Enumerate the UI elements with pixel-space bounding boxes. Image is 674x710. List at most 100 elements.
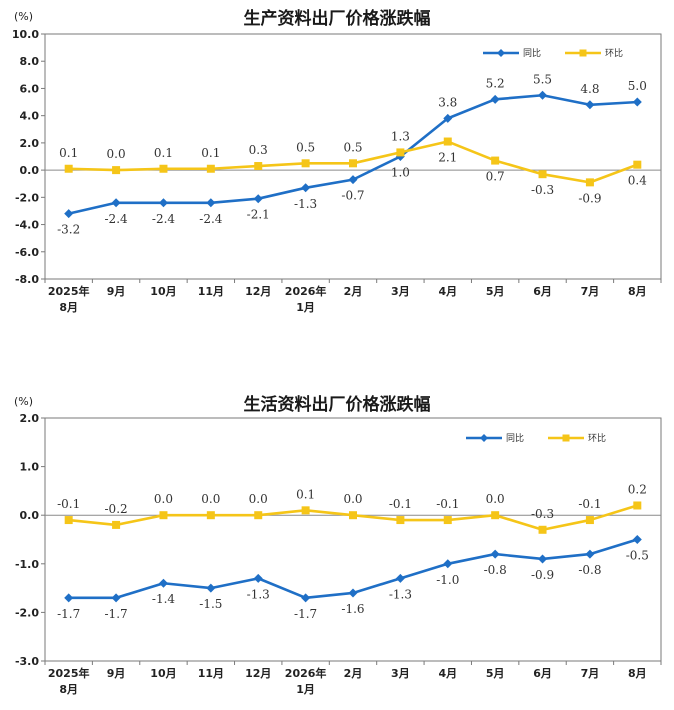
x-tick-label: 9月 — [107, 667, 126, 680]
x-tick-label: 4月 — [438, 667, 457, 680]
data-label: 0.0 — [154, 492, 173, 506]
data-point-diamond — [490, 549, 500, 559]
y-tick-label: 2.0 — [20, 412, 40, 425]
data-label: 5.0 — [628, 79, 647, 93]
legend-label: 同比 — [523, 47, 541, 59]
data-label: -0.1 — [57, 497, 80, 511]
y-tick-label: -1.0 — [15, 558, 39, 571]
y-tick-label: 2.0 — [20, 137, 40, 150]
y-tick-label: 10.0 — [12, 28, 39, 41]
data-label: 0.0 — [107, 147, 126, 161]
data-point-diamond — [490, 94, 500, 104]
data-label: -0.9 — [531, 568, 554, 582]
data-label: -0.3 — [531, 507, 554, 521]
y-tick-label: 0.0 — [20, 164, 40, 177]
data-label: 0.5 — [343, 140, 362, 154]
x-tick-label: 11月 — [198, 667, 224, 680]
data-label: 5.2 — [486, 76, 505, 90]
x-tick-label: 7月 — [581, 667, 600, 680]
data-point-diamond — [443, 559, 453, 569]
legend-diamond-marker — [480, 434, 488, 442]
y-tick-label: 6.0 — [20, 82, 40, 95]
y-tick-label: -6.0 — [15, 246, 39, 259]
data-label: 0.2 — [628, 482, 647, 496]
data-point-square — [301, 159, 310, 168]
data-label: -1.4 — [152, 592, 176, 606]
data-label: 0.1 — [201, 146, 220, 160]
data-point-square — [159, 164, 168, 173]
data-point-diamond — [348, 175, 358, 185]
data-point-diamond — [538, 90, 548, 100]
data-label: -0.7 — [341, 189, 364, 203]
x-tick-label: 2025年 — [48, 284, 90, 298]
data-point-square — [491, 511, 500, 520]
y-tick-label: -4.0 — [15, 219, 39, 232]
data-label: -0.9 — [578, 191, 601, 205]
data-label: 0.0 — [201, 492, 220, 506]
x-tick-label: 9月 — [107, 285, 126, 298]
data-point-square — [585, 178, 594, 187]
y-tick-label: 4.0 — [20, 110, 40, 123]
legend-label: 环比 — [605, 47, 623, 59]
x-tick-label: 12月 — [245, 285, 271, 298]
series-mom: -0.1 -0.2 0.0 0.0 0.0 0.1 0.0 -0.1 -0.1 0.0 -0.3 -0… — [57, 482, 647, 534]
x-tick-label: 4月 — [438, 285, 457, 298]
data-point-square — [301, 506, 310, 515]
legend-label: 同比 — [506, 432, 524, 444]
x-tick-label: 5月 — [486, 285, 505, 298]
data-point-square — [585, 516, 594, 525]
data-point-diamond — [301, 593, 311, 603]
data-label: -2.4 — [105, 212, 129, 226]
data-point-diamond — [111, 198, 121, 208]
data-label: -1.3 — [389, 587, 412, 601]
data-point-square — [112, 520, 121, 529]
data-label: -0.8 — [484, 563, 507, 577]
data-point-square — [396, 148, 405, 157]
x-tick-label: 8月 — [628, 667, 647, 680]
data-label: -0.5 — [626, 549, 649, 563]
y-tick-label: 8.0 — [20, 55, 40, 68]
data-point-diamond — [585, 549, 595, 559]
data-point-diamond — [111, 593, 121, 603]
data-label: -1.7 — [57, 607, 80, 621]
data-point-diamond — [253, 573, 263, 583]
x-tick-label: 2025年 — [48, 666, 90, 680]
data-point-square — [633, 501, 642, 510]
data-label: 0.1 — [296, 487, 315, 501]
plot-frame — [44, 417, 662, 662]
legend-square-marker — [562, 434, 570, 442]
data-point-square — [443, 516, 452, 525]
data-label: -1.3 — [247, 587, 270, 601]
data-point-diamond — [64, 209, 74, 219]
x-tick-label: 6月 — [533, 667, 552, 680]
x-tick-label: 3月 — [391, 285, 410, 298]
x-tick-label: 8月 — [59, 683, 78, 696]
data-point-square — [206, 511, 215, 520]
legend: 同比 环比 — [483, 47, 623, 59]
data-point-square — [64, 164, 73, 173]
x-tick-label: 12月 — [245, 667, 271, 680]
data-label: -3.2 — [57, 223, 80, 237]
data-point-square — [396, 516, 405, 525]
legend-diamond-marker — [497, 49, 505, 57]
data-label: 0.4 — [628, 174, 647, 188]
y-tick-label: -3.0 — [15, 655, 39, 668]
data-label: -1.7 — [105, 607, 128, 621]
data-label: -1.3 — [294, 197, 317, 211]
legend-square-marker — [579, 49, 587, 57]
data-label: -1.6 — [341, 602, 364, 616]
plot-frame — [44, 33, 662, 280]
data-label: 0.3 — [249, 143, 268, 157]
data-point-square — [349, 159, 357, 168]
data-point-diamond — [158, 578, 168, 588]
data-label: 0.0 — [486, 492, 505, 506]
x-tick-label: 1月 — [296, 301, 315, 314]
data-point-diamond — [206, 583, 216, 593]
chart-consumer-goods: 生活资料出厂价格涨跌幅 (%) 2.0 1.0 0.0 -1.0 -2.0 -3.0 2025年… — [14, 394, 662, 696]
data-label: -1.5 — [199, 597, 222, 611]
x-tick-label: 1月 — [296, 683, 315, 696]
data-label: -0.2 — [105, 502, 128, 516]
data-point-square — [491, 156, 500, 165]
data-point-diamond — [538, 554, 548, 564]
